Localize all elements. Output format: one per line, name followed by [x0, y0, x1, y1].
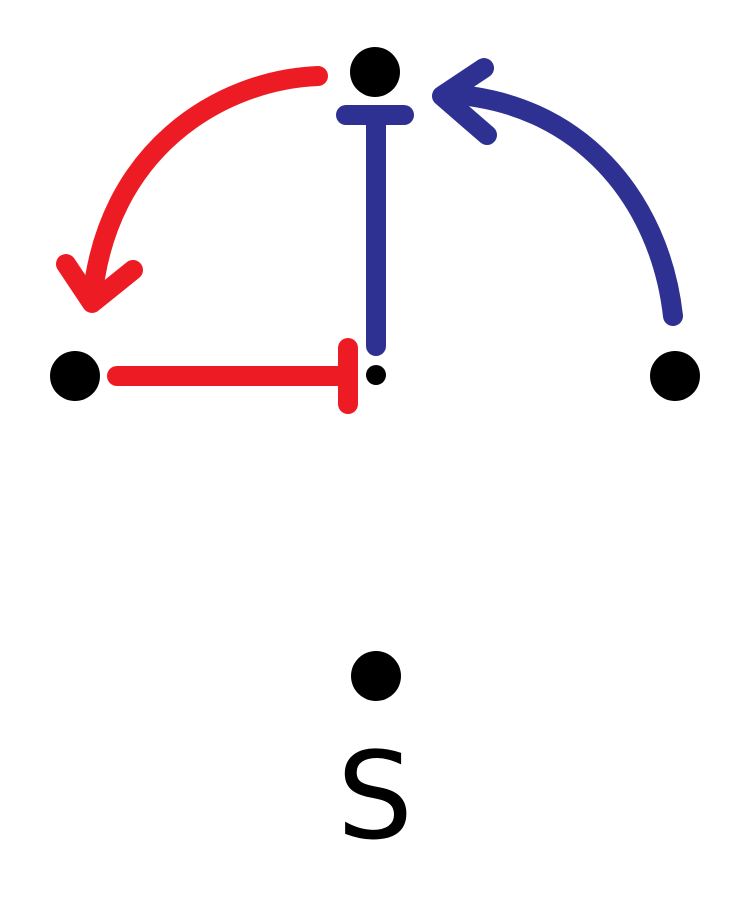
- node-left: [50, 351, 100, 401]
- blue-activation-arrow: [432, 58, 683, 326]
- red-inhibition-arrow: [107, 338, 358, 414]
- blue-activation-arrowhead: [432, 58, 497, 145]
- blue-inhibition-arrow: [336, 105, 414, 356]
- node-right: [650, 351, 700, 401]
- blue-activation-arc: [435, 84, 683, 326]
- red-activation-arc: [82, 66, 328, 312]
- node-top: [350, 47, 400, 97]
- node-center-small: [366, 365, 386, 385]
- node-bottom: [351, 651, 401, 701]
- red-activation-arrowhead: [56, 254, 143, 313]
- red-activation-arrow: [56, 66, 328, 313]
- node-label-s: S: [337, 728, 413, 867]
